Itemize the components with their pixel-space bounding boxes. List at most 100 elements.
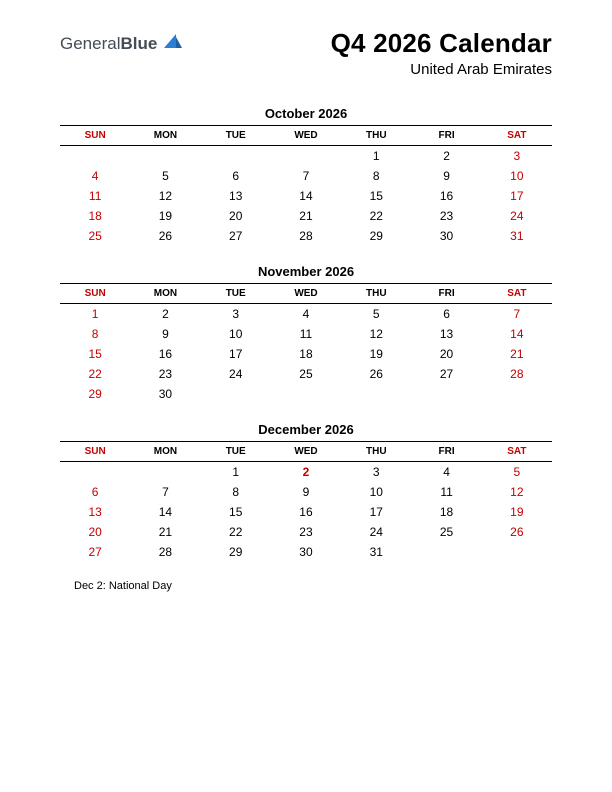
day-cell: 20 — [201, 206, 271, 226]
logo: GeneralBlue — [60, 32, 184, 55]
day-cell: 21 — [271, 206, 341, 226]
day-cell: 16 — [411, 186, 481, 206]
day-header: MON — [130, 126, 200, 146]
month-block: December 2026SUNMONTUEWEDTHUFRISAT123456… — [60, 422, 552, 562]
day-cell: 13 — [60, 502, 130, 522]
day-cell: 5 — [341, 304, 411, 325]
day-cell: 9 — [411, 166, 481, 186]
day-cell-empty — [60, 146, 130, 167]
day-cell: 17 — [482, 186, 552, 206]
logo-part2: Blue — [120, 34, 157, 53]
day-header: SUN — [60, 284, 130, 304]
day-header: MON — [130, 284, 200, 304]
day-cell: 6 — [411, 304, 481, 325]
day-header: FRI — [411, 126, 481, 146]
day-cell: 11 — [271, 324, 341, 344]
calendar-table: SUNMONTUEWEDTHUFRISAT1234567891011121314… — [60, 441, 552, 562]
day-cell: 7 — [271, 166, 341, 186]
day-cell: 21 — [482, 344, 552, 364]
calendar-container: October 2026SUNMONTUEWEDTHUFRISAT1234567… — [60, 106, 552, 562]
day-cell: 8 — [341, 166, 411, 186]
day-cell: 8 — [201, 482, 271, 502]
day-cell: 24 — [341, 522, 411, 542]
day-cell: 1 — [341, 146, 411, 167]
day-cell: 23 — [130, 364, 200, 384]
day-cell: 7 — [130, 482, 200, 502]
day-header: MON — [130, 442, 200, 462]
day-cell-empty — [130, 146, 200, 167]
day-cell: 31 — [482, 226, 552, 246]
day-cell: 18 — [271, 344, 341, 364]
month-block: October 2026SUNMONTUEWEDTHUFRISAT1234567… — [60, 106, 552, 246]
day-cell: 23 — [411, 206, 481, 226]
month-name: November 2026 — [60, 264, 552, 279]
day-cell: 11 — [411, 482, 481, 502]
day-cell: 9 — [130, 324, 200, 344]
day-header: SAT — [482, 442, 552, 462]
day-cell: 3 — [482, 146, 552, 167]
day-header: FRI — [411, 442, 481, 462]
day-cell: 9 — [271, 482, 341, 502]
sail-icon — [162, 32, 184, 55]
day-cell: 8 — [60, 324, 130, 344]
header: GeneralBlue Q4 2026 Calendar United Arab… — [60, 28, 552, 78]
day-cell: 10 — [341, 482, 411, 502]
title-block: Q4 2026 Calendar United Arab Emirates — [331, 28, 552, 78]
day-cell: 3 — [341, 462, 411, 483]
day-cell-empty — [271, 146, 341, 167]
day-cell: 17 — [341, 502, 411, 522]
day-cell: 19 — [482, 502, 552, 522]
day-header: WED — [271, 126, 341, 146]
day-cell: 20 — [60, 522, 130, 542]
day-cell: 19 — [130, 206, 200, 226]
day-header: TUE — [201, 126, 271, 146]
day-cell: 10 — [482, 166, 552, 186]
day-header: TUE — [201, 284, 271, 304]
day-cell: 14 — [482, 324, 552, 344]
day-cell: 29 — [60, 384, 130, 404]
day-cell: 28 — [482, 364, 552, 384]
day-header: TUE — [201, 442, 271, 462]
day-cell: 31 — [341, 542, 411, 562]
day-cell: 12 — [341, 324, 411, 344]
logo-part1: General — [60, 34, 120, 53]
day-cell: 26 — [482, 522, 552, 542]
month-name: October 2026 — [60, 106, 552, 121]
logo-text: GeneralBlue — [60, 34, 157, 54]
day-cell: 2 — [271, 462, 341, 483]
day-cell: 24 — [201, 364, 271, 384]
day-cell: 20 — [411, 344, 481, 364]
day-header: FRI — [411, 284, 481, 304]
day-cell: 12 — [482, 482, 552, 502]
day-cell: 29 — [201, 542, 271, 562]
day-cell: 26 — [341, 364, 411, 384]
day-cell-empty — [341, 384, 411, 404]
holiday-list: Dec 2: National Day — [60, 580, 552, 592]
day-cell: 15 — [60, 344, 130, 364]
day-cell: 23 — [271, 522, 341, 542]
day-cell: 1 — [201, 462, 271, 483]
day-cell: 18 — [411, 502, 481, 522]
day-cell: 19 — [341, 344, 411, 364]
month-block: November 2026SUNMONTUEWEDTHUFRISAT123456… — [60, 264, 552, 404]
day-cell: 5 — [482, 462, 552, 483]
day-cell: 6 — [60, 482, 130, 502]
day-cell: 14 — [130, 502, 200, 522]
day-cell: 18 — [60, 206, 130, 226]
day-cell-empty — [271, 384, 341, 404]
day-cell: 4 — [411, 462, 481, 483]
day-header: SUN — [60, 126, 130, 146]
day-cell: 26 — [130, 226, 200, 246]
day-cell: 30 — [271, 542, 341, 562]
day-cell: 25 — [271, 364, 341, 384]
day-cell: 2 — [130, 304, 200, 325]
day-cell: 13 — [201, 186, 271, 206]
day-cell: 16 — [271, 502, 341, 522]
day-cell: 28 — [271, 226, 341, 246]
day-cell: 29 — [341, 226, 411, 246]
day-cell: 24 — [482, 206, 552, 226]
day-cell: 5 — [130, 166, 200, 186]
day-cell: 22 — [341, 206, 411, 226]
day-cell: 1 — [60, 304, 130, 325]
day-header: WED — [271, 284, 341, 304]
